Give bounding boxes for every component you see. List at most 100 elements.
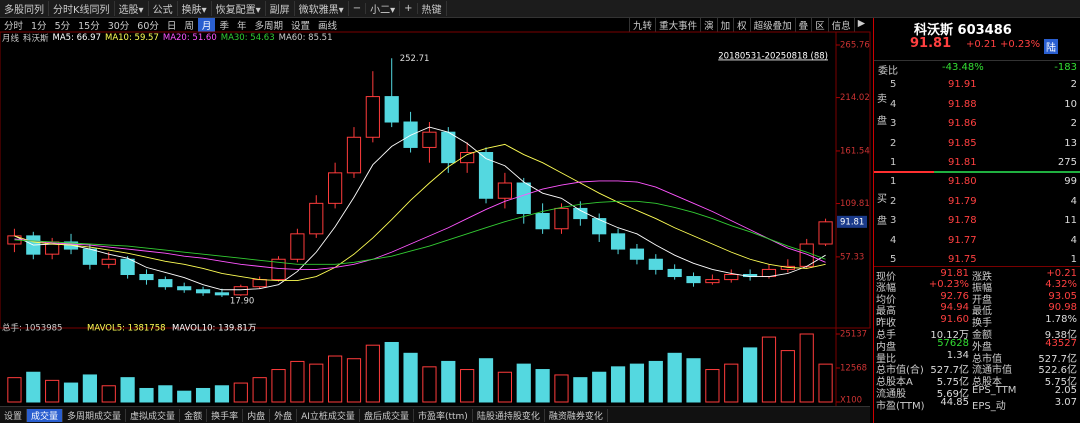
period-button[interactable]: 15分: [78, 21, 100, 32]
indicator-tab[interactable]: 设置: [0, 409, 28, 422]
stat-row: 现价 91.81 涨跌 +0.21: [874, 266, 1080, 283]
volume-bar: [780, 350, 795, 403]
period-button[interactable]: 季: [219, 21, 229, 32]
volume-bar: [686, 358, 701, 403]
period-button[interactable]: 月: [197, 18, 216, 32]
toolbar-button[interactable]: 选股▾: [115, 1, 149, 16]
period-button[interactable]: 60分: [137, 21, 159, 32]
period-button[interactable]: 画线: [318, 21, 338, 32]
period-button[interactable]: 分时: [4, 21, 24, 32]
stat-label: 金额: [972, 330, 992, 341]
volume-bar: [346, 358, 362, 403]
ma-label: 月线: [2, 34, 20, 44]
y-tick-label: 214.02: [840, 93, 870, 103]
volume-bar: [592, 371, 607, 403]
tool-button[interactable]: 重大事件: [655, 18, 700, 32]
toolbar-button[interactable]: 小二▾: [366, 1, 401, 16]
indicator-tab[interactable]: 多周期成交量: [63, 409, 127, 422]
ma-legend: 月线 科沃斯 MA5: 66.97 MA10: 59.57 MA20: 51.60 MA3…: [0, 32, 335, 44]
toolbar-button[interactable]: +: [400, 3, 418, 14]
indicator-tabs: 设置 成交量 多周期成交量 虚拟成交量 金额 换手率 内盘 外盘 AI立桩成交量 盘后成交量 市盈率…: [0, 406, 870, 423]
y-tick-label: 57.33: [840, 252, 864, 262]
ma-label: MA5: 66.97: [52, 33, 101, 43]
indicator-tab[interactable]: 市盈率(ttm): [414, 409, 473, 422]
indicator-tab[interactable]: 外盘: [270, 409, 298, 422]
sell-level: 2 91.85 13: [874, 137, 1080, 153]
toolbar-button[interactable]: 热键: [418, 1, 447, 16]
tool-button[interactable]: 加: [716, 18, 734, 32]
level-volume: 275: [1057, 157, 1077, 168]
indicator-tab[interactable]: 内盘: [243, 409, 271, 422]
stat-label: 涨跌: [972, 272, 992, 283]
stat-row: 流通股 5.69亿 EPS_TTM 2.05: [874, 384, 1080, 400]
candle-body: [705, 279, 720, 284]
tool-button[interactable]: 信息: [827, 18, 854, 32]
quote-panel: 科沃斯 603486 91.81 +0.21 +0.23% 陆委比 -43.48% -183…: [873, 18, 1080, 423]
tool-button[interactable]: 九转: [629, 18, 655, 32]
toolbar-button[interactable]: 分时K线同列: [49, 1, 115, 16]
stat-value: 5.75亿: [1044, 377, 1077, 389]
stat-row: 内盘 57628 外盘 43527: [874, 337, 1080, 353]
stat-label: 内盘: [876, 341, 896, 353]
indicator-tab[interactable]: AI立桩成交量: [297, 409, 360, 422]
stat-row: 总手 10.12万 金额 9.38亿: [874, 325, 1080, 341]
volume-bar: [328, 355, 343, 403]
level-volume: 2: [1070, 79, 1077, 90]
volume-bar: [120, 377, 135, 403]
period-button[interactable]: 周: [184, 21, 194, 32]
chart-tools: 九转 重大事件演加权超级叠加叠区信息 ▶: [629, 18, 868, 32]
period-button[interactable]: 5分: [54, 21, 71, 32]
stat-value: 91.81: [940, 268, 969, 279]
indicator-tab[interactable]: 虚拟成交量: [126, 409, 181, 422]
toolbar-button[interactable]: −: [349, 3, 367, 14]
stat-label: 振幅: [972, 282, 992, 294]
candle-body: [233, 286, 248, 296]
volume-bar: [7, 377, 22, 403]
period-button[interactable]: 日: [166, 21, 177, 32]
indicator-tab[interactable]: 成交量: [27, 409, 64, 422]
level: 1: [890, 157, 897, 168]
volume-bar: [648, 360, 663, 403]
volume-bar: [290, 360, 305, 403]
volume-tick-label: 12568: [840, 364, 867, 374]
volume-bar: [667, 352, 682, 403]
volume-legend: MAVOL5: 1381758: [87, 324, 166, 334]
tool-button[interactable]: 超级叠加: [749, 18, 795, 32]
volume-bar: [724, 363, 739, 403]
tool-button[interactable]: ▶: [853, 18, 868, 32]
toolbar-button[interactable]: 副屏: [266, 1, 295, 16]
period-button[interactable]: 设置: [290, 21, 310, 32]
tool-button[interactable]: 权: [733, 18, 750, 32]
indicator-tab[interactable]: 陆股通持股变化: [473, 409, 545, 422]
ma-line: [14, 200, 826, 265]
toolbar-button[interactable]: 恢复配置▾: [212, 1, 266, 16]
stat-label: 最高: [876, 306, 896, 318]
indicator-tab[interactable]: 换手率: [207, 409, 244, 422]
stat-row: 量比 1.34 总市值 527.7亿: [874, 349, 1080, 365]
period-button[interactable]: 年: [236, 21, 247, 32]
tool-button[interactable]: 区: [811, 18, 828, 32]
volume-bar: [82, 374, 97, 403]
volume-bar: [139, 387, 154, 403]
volume-bar: [214, 385, 230, 403]
tool-button[interactable]: 演: [700, 18, 717, 32]
toolbar-button[interactable]: 微软雅黑▾: [295, 1, 349, 16]
period-button[interactable]: 30分: [107, 21, 130, 32]
candle-body: [554, 207, 569, 230]
toolbar-button[interactable]: 换肤▾: [178, 1, 212, 16]
stat-value: 44.85: [940, 396, 969, 408]
ma-line: [14, 143, 826, 282]
ma-label: MA20: 51.60: [162, 33, 217, 43]
tool-button[interactable]: 叠: [794, 18, 812, 32]
period-button[interactable]: 1分: [31, 21, 47, 32]
stat-label: 外盘: [972, 341, 992, 353]
indicator-tab[interactable]: 融资融券变化: [545, 409, 608, 422]
level: 4: [890, 234, 897, 246]
stat-value: 91.60: [940, 314, 969, 326]
indicator-tab[interactable]: 盘后成交量: [360, 409, 414, 422]
period-button[interactable]: 多周期: [254, 21, 283, 32]
toolbar-button[interactable]: 公式: [149, 1, 178, 16]
stock-name: 科沃斯 603486: [914, 23, 1012, 38]
toolbar-button[interactable]: 多股同列: [0, 1, 49, 16]
indicator-tab[interactable]: 金额: [180, 409, 208, 422]
